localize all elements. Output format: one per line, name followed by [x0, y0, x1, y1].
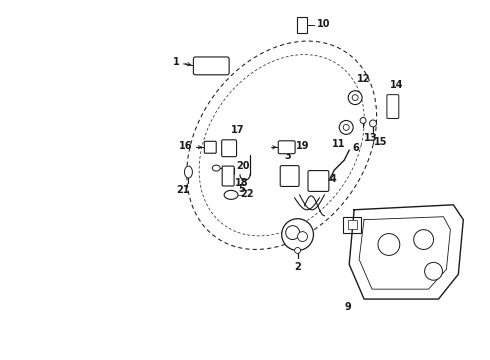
- Polygon shape: [349, 205, 464, 299]
- Text: 10: 10: [317, 19, 330, 29]
- Text: 17: 17: [231, 125, 245, 135]
- Circle shape: [414, 230, 434, 249]
- Circle shape: [369, 120, 376, 127]
- Bar: [296, 17, 307, 33]
- Text: 8: 8: [362, 219, 369, 229]
- Text: 7: 7: [315, 183, 321, 193]
- Text: 11: 11: [332, 139, 345, 149]
- Text: 13: 13: [364, 133, 378, 143]
- Ellipse shape: [184, 166, 193, 178]
- Text: 9: 9: [344, 302, 351, 312]
- Ellipse shape: [212, 165, 220, 171]
- Text: 21: 21: [177, 185, 190, 195]
- Circle shape: [343, 125, 349, 130]
- Text: 22: 22: [240, 189, 253, 199]
- Circle shape: [348, 91, 362, 105]
- FancyBboxPatch shape: [204, 141, 216, 153]
- Circle shape: [360, 117, 366, 123]
- FancyBboxPatch shape: [280, 166, 299, 186]
- Circle shape: [339, 121, 353, 134]
- FancyBboxPatch shape: [278, 141, 295, 154]
- Text: 19: 19: [295, 141, 309, 151]
- Circle shape: [378, 234, 400, 255]
- Text: 12: 12: [357, 74, 370, 84]
- Text: 6: 6: [352, 143, 359, 153]
- Circle shape: [282, 219, 314, 251]
- Text: 3: 3: [284, 151, 291, 161]
- Text: 18: 18: [235, 178, 249, 188]
- Text: 4: 4: [329, 174, 336, 184]
- Circle shape: [297, 231, 308, 242]
- Text: 1: 1: [173, 57, 179, 67]
- FancyBboxPatch shape: [348, 220, 357, 229]
- FancyBboxPatch shape: [194, 57, 229, 75]
- Text: 5: 5: [239, 184, 245, 194]
- FancyBboxPatch shape: [387, 95, 399, 118]
- FancyBboxPatch shape: [222, 166, 234, 186]
- FancyBboxPatch shape: [221, 140, 237, 157]
- FancyBboxPatch shape: [308, 171, 329, 192]
- Circle shape: [286, 226, 299, 239]
- Text: 16: 16: [179, 141, 193, 151]
- FancyBboxPatch shape: [343, 217, 361, 233]
- Circle shape: [352, 95, 358, 100]
- Circle shape: [294, 247, 300, 253]
- Circle shape: [425, 262, 442, 280]
- Text: 20: 20: [236, 161, 249, 171]
- Text: 2: 2: [294, 262, 301, 273]
- Text: 15: 15: [374, 137, 388, 147]
- Ellipse shape: [224, 190, 238, 199]
- Text: 14: 14: [390, 80, 403, 90]
